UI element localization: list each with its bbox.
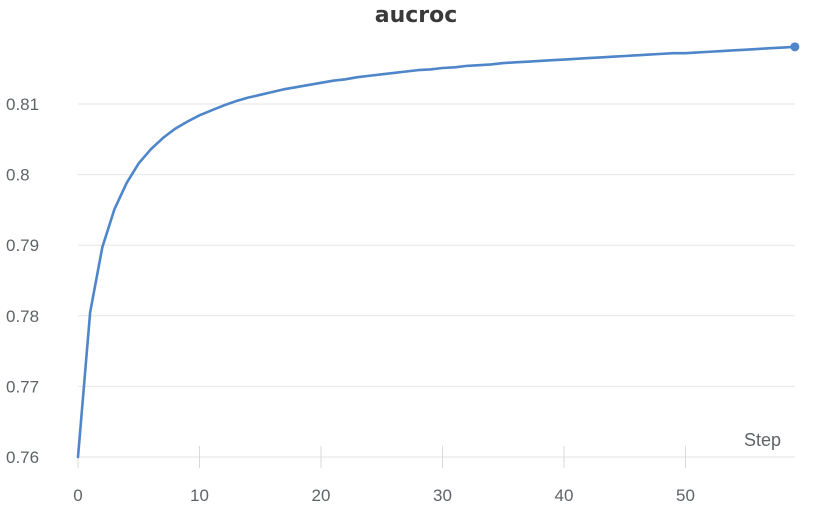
x-axis-label: Step [744, 430, 781, 450]
series-end-point [790, 42, 800, 52]
y-tick-label: 0.79 [6, 236, 39, 255]
x-tick-label: 40 [555, 486, 574, 505]
x-tick-label: 30 [433, 486, 452, 505]
y-tick-label: 0.78 [6, 307, 39, 326]
y-tick-label: 0.76 [6, 448, 39, 467]
y-tick-label: 0.8 [6, 166, 30, 185]
x-tick-label: 10 [190, 486, 209, 505]
series-line [76, 45, 797, 459]
chart-title: aucroc [374, 3, 458, 28]
x-tick-label: 50 [676, 486, 695, 505]
x-tick-label: 0 [73, 486, 82, 505]
y-tick-label: 0.81 [6, 95, 39, 114]
y-tick-label: 0.77 [6, 377, 39, 396]
x-tick-label: 20 [312, 486, 331, 505]
